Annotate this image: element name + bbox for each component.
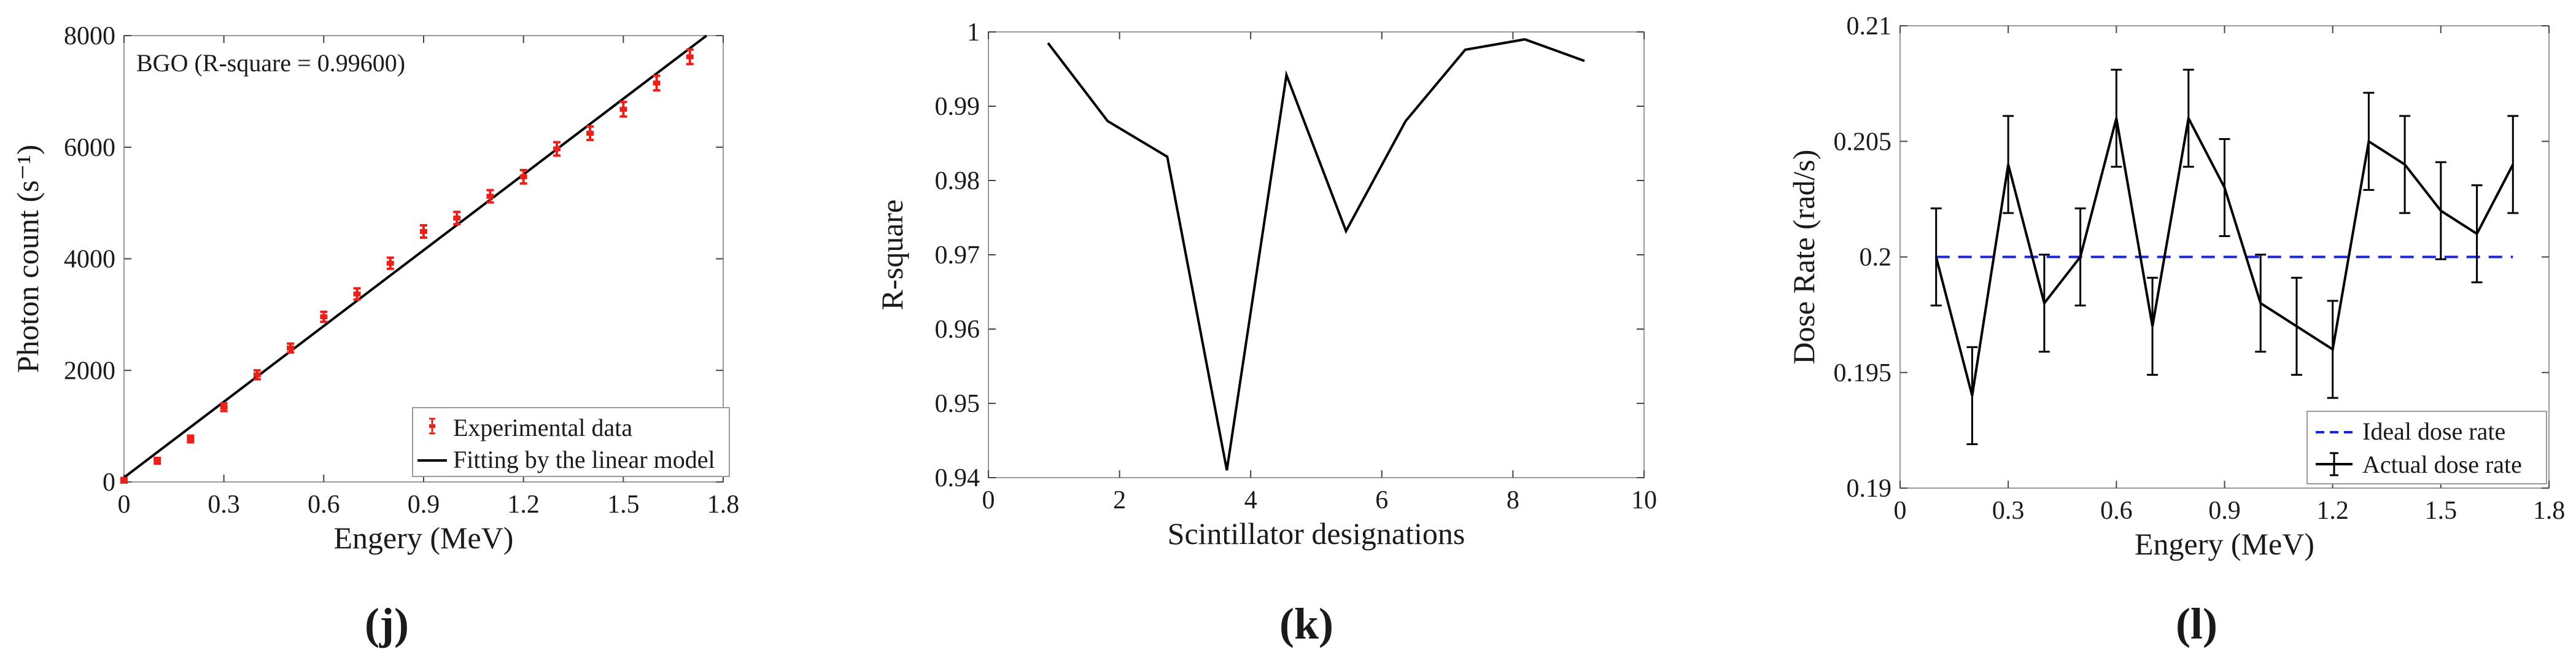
- series-line: [1047, 38, 1585, 471]
- data-point: [287, 345, 295, 351]
- data-point: [686, 54, 694, 60]
- data-point: [220, 405, 228, 410]
- x-tick-label: 6: [1375, 486, 1388, 514]
- panel-label: (j): [365, 599, 409, 648]
- panel-label: (k): [1279, 599, 1333, 648]
- x-tick-label: 2: [1113, 486, 1126, 514]
- x-tick-label: 1.5: [607, 491, 640, 519]
- data-point: [453, 215, 461, 221]
- y-axis-label: Photon count (s⁻¹): [10, 145, 45, 373]
- y-axis-label: Dose Rate (rad/s): [1787, 150, 1821, 365]
- y-tick-label: 0.19: [1847, 475, 1892, 503]
- y-tick-label: 0.94: [935, 464, 980, 492]
- legend-box: [2306, 411, 2547, 484]
- y-tick-label: 0.205: [1834, 128, 1892, 156]
- y-tick-label: 0: [103, 468, 115, 497]
- chart-2-legend: Ideal dose rate Actual dose rate: [2306, 411, 2547, 484]
- x-axis-label: Engery (MeV): [2135, 527, 2314, 561]
- y-tick-label: 1: [967, 18, 980, 47]
- x-tick-label: 1.5: [2425, 497, 2458, 525]
- x-tick-label: 1.2: [2316, 497, 2349, 525]
- x-tick-label: 0.9: [408, 491, 440, 519]
- x-tick-label: 0: [982, 486, 995, 514]
- y-axis-label: R-square: [875, 200, 909, 311]
- y-tick-label: 0.98: [935, 167, 980, 195]
- y-tick-label: 0.97: [935, 241, 980, 270]
- data-point: [619, 106, 627, 112]
- data-point: [420, 228, 427, 234]
- x-tick-label: 1.2: [507, 491, 540, 519]
- x-tick-label: 10: [1631, 486, 1657, 514]
- data-point: [553, 146, 561, 152]
- data-point: [586, 131, 594, 136]
- chart-1-marks: [1047, 38, 1585, 471]
- legend-marker: [429, 424, 435, 428]
- y-tick-label: 8000: [64, 22, 115, 50]
- data-point: [153, 458, 161, 464]
- legend-label: Actual dose rate: [2362, 451, 2522, 478]
- y-tick-label: 2000: [64, 357, 115, 385]
- y-tick-label: 0.99: [935, 93, 980, 121]
- x-tick-label: 0.3: [208, 491, 240, 519]
- y-tick-label: 4000: [64, 246, 115, 274]
- plot-frame: [988, 31, 1645, 478]
- chart-2-axes: 0 0.3 0.6 0.9 1.2 1.5 1.8 0.19 0.195 0.2 0.205 0.21…: [1787, 12, 2565, 648]
- x-tick-label: 1.8: [2533, 497, 2566, 525]
- annotation-text: BGO (R-square = 0.99600): [136, 49, 405, 77]
- y-tick-label: 0.21: [1847, 12, 1892, 41]
- data-point: [320, 314, 328, 320]
- legend-label: Ideal dose rate: [2362, 417, 2505, 445]
- legend-box: [412, 407, 730, 477]
- x-tick-label: 0.6: [308, 491, 340, 519]
- data-point: [353, 291, 361, 297]
- legend-label: Experimental data: [453, 414, 632, 441]
- x-axis-label: Scintillator designations: [1168, 516, 1465, 551]
- x-tick-label: 4: [1244, 486, 1257, 514]
- x-tick-label: 0.9: [2208, 497, 2241, 525]
- y-tick-label: 0.2: [1860, 244, 1892, 272]
- chart-1-axes: 0 2 4 6 8 10 0.94 0.95 0.96 0.97 0.98 0.99 1 Scintill…: [875, 18, 1657, 648]
- chart-0-legend: Experimental data Fitting by the linear m…: [412, 407, 730, 477]
- chart-0-axes: 0 0.3 0.6 0.9 1.2 1.5 1.8 0 2000 4000 6000 8000 Enge…: [10, 22, 739, 648]
- chart-0-marks: BGO (R-square = 0.99600): [120, 34, 708, 484]
- data-point: [253, 372, 261, 378]
- panel-label: (l): [2176, 599, 2217, 648]
- x-tick-label: 8: [1507, 486, 1519, 514]
- y-tick-label: 0.96: [935, 316, 980, 344]
- chart-2-marks: [1930, 69, 2519, 445]
- data-point: [486, 193, 494, 199]
- data-point: [653, 80, 661, 86]
- y-tick-label: 6000: [64, 134, 115, 162]
- data-point: [519, 174, 527, 179]
- x-tick-label: 0: [118, 491, 131, 519]
- data-point: [120, 478, 128, 483]
- data-point: [187, 437, 195, 442]
- x-tick-label: 1.8: [707, 491, 740, 519]
- y-tick-label: 0.195: [1834, 359, 1892, 387]
- x-tick-label: 0: [1894, 497, 1907, 525]
- y-tick-label: 0.95: [935, 390, 980, 418]
- legend-label: Fitting by the linear model: [453, 446, 715, 473]
- x-axis-label: Engery (MeV): [334, 521, 514, 555]
- data-point: [386, 260, 394, 266]
- x-tick-label: 0.6: [2100, 497, 2133, 525]
- x-tick-label: 0.3: [1992, 497, 2025, 525]
